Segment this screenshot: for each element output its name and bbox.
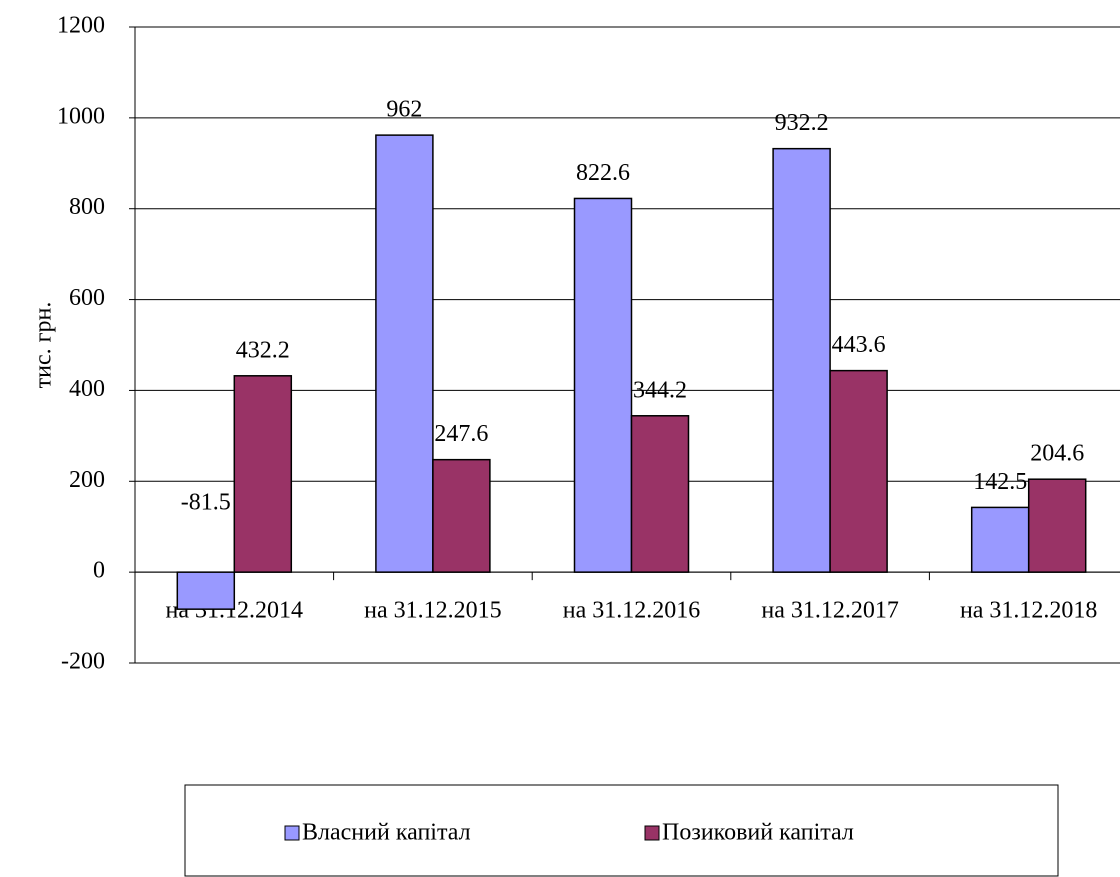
y-tick-label: 800 — [69, 194, 105, 220]
y-tick-label: 200 — [69, 467, 105, 493]
bar — [970, 506, 1030, 573]
x-tick-label: на 31.12.2016 — [563, 598, 701, 624]
data-label: 822.6 — [576, 160, 630, 186]
y-tick-label: 0 — [93, 558, 105, 584]
data-label: 142.5 — [973, 469, 1027, 495]
y-tick-label: 1200 — [57, 13, 105, 39]
bar — [233, 375, 293, 573]
bar — [1027, 478, 1087, 573]
legend-swatch — [284, 825, 300, 841]
data-label: 432.2 — [236, 337, 290, 363]
data-label: 344.2 — [633, 377, 687, 403]
bar — [829, 369, 888, 573]
data-label: 247.6 — [434, 421, 488, 447]
y-tick-label: 600 — [69, 285, 105, 311]
data-label: -81.5 — [181, 490, 231, 516]
bar — [375, 134, 434, 573]
x-tick-label: на 31.12.2017 — [761, 598, 899, 624]
data-label: 443.6 — [832, 332, 886, 358]
y-tick-label: 1000 — [57, 103, 105, 129]
bar — [573, 197, 633, 573]
y-axis-label: тис. грн. — [31, 302, 57, 389]
legend-label: Власний капітал — [302, 820, 471, 846]
x-tick-label: на 31.12.2015 — [364, 598, 502, 624]
legend-label: Позиковий капітал — [662, 820, 854, 846]
y-tick-label: -200 — [61, 649, 105, 675]
legend-swatch — [644, 825, 660, 841]
bar — [432, 458, 491, 573]
data-label: 932.2 — [775, 110, 829, 136]
data-label: 962 — [386, 97, 422, 123]
x-tick-label: на 31.12.2018 — [960, 598, 1098, 624]
bar — [772, 147, 831, 573]
bar — [176, 571, 236, 610]
data-label: 204.6 — [1030, 441, 1084, 467]
legend-box — [184, 784, 1059, 877]
y-tick-label: 400 — [69, 376, 105, 402]
bar — [630, 415, 690, 573]
